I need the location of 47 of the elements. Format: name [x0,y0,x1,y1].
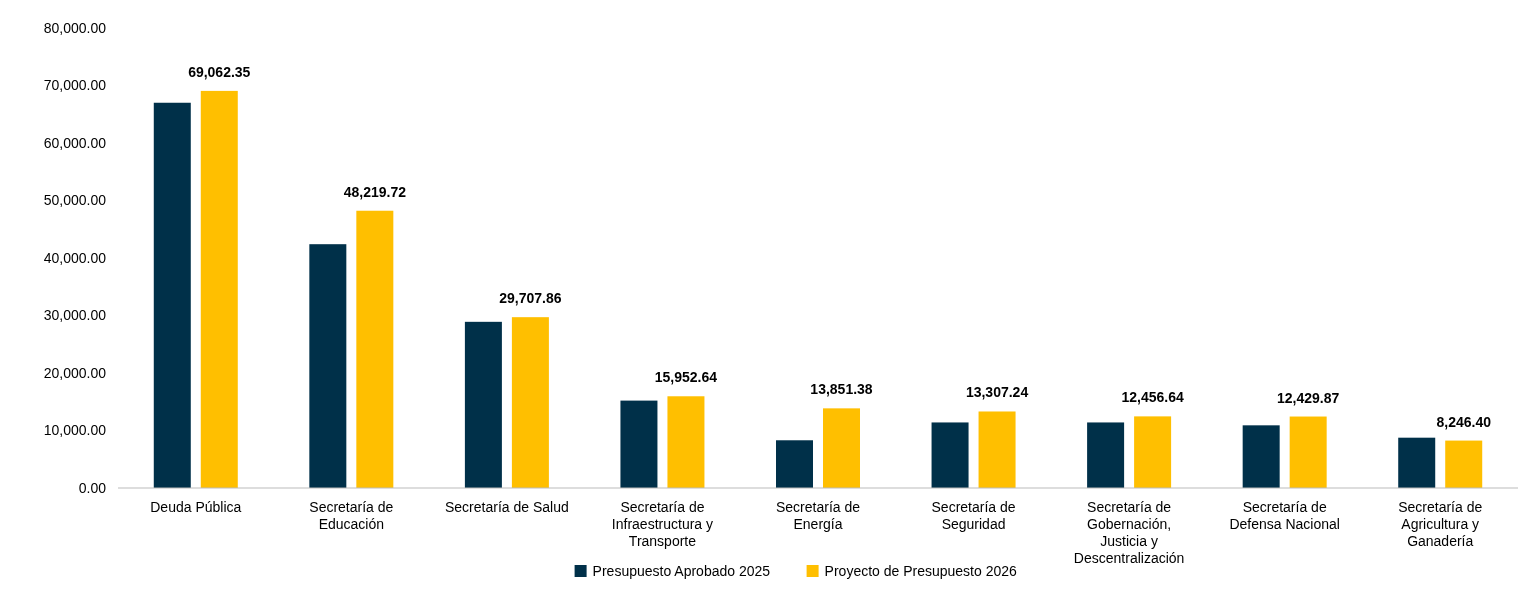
bar [511,317,549,488]
data-label: 8,246.40 [1436,413,1492,430]
bar [978,411,1016,488]
y-tick-label: 60,000.00 [43,134,107,151]
x-tick-label: Secretaría de Agricultura y Ganadería [1398,499,1483,549]
data-label: 13,851.38 [810,381,873,398]
y-tick-label: 40,000.00 [43,249,107,266]
data-label: 13,307.24 [965,384,1029,401]
data-label: 15,952.64 [654,369,718,386]
legend-label: Presupuesto Aprobado 2025 [592,562,771,579]
bar [309,244,347,488]
x-tick-label: Deuda Pública [150,499,242,515]
bar [931,422,969,488]
y-tick-label: 70,000.00 [43,77,107,94]
data-label: 12,456.64 [1121,389,1184,406]
y-tick-label: 10,000.00 [43,422,107,439]
bar [200,90,238,488]
y-tick-label: 20,000.00 [43,364,107,381]
bar [620,400,658,488]
x-tick-label: Secretaría de Seguridad [931,499,1016,532]
x-tick-label: Secretaría de Educación [309,499,394,532]
x-tick-label: Secretaría de Gobernación, Justicia y Descentralización [1073,499,1185,566]
data-label: 29,707.86 [499,290,562,307]
bar [1289,416,1327,488]
bar [356,210,394,488]
legend-label: Proyecto de Presupuesto 2026 [824,562,1018,579]
data-label: 12,429.87 [1277,389,1340,406]
bar [1134,416,1172,488]
y-tick-label: 30,000.00 [43,307,107,324]
x-tick-label: Secretaría de Infraestructura y Transporte [611,499,714,549]
bar [1087,422,1125,488]
bar [1242,425,1280,488]
bar [1445,440,1483,488]
data-label: 48,219.72 [343,183,407,200]
bar [153,102,191,488]
y-tick-label: 0.00 [78,479,107,496]
bar [464,321,502,488]
bar [776,440,813,488]
bar [1398,437,1436,488]
x-tick-label: Secretaría de Salud [445,499,569,515]
x-tick-label: Secretaría de Energía [775,499,861,532]
y-tick-label: 50,000.00 [43,192,107,209]
bar [667,396,705,488]
data-label: 69,062.35 [188,63,251,80]
y-tick-label: 80,000.00 [43,19,107,36]
x-tick-label: Secretaría de Defensa Nacional [1229,499,1340,532]
bar [823,408,860,488]
